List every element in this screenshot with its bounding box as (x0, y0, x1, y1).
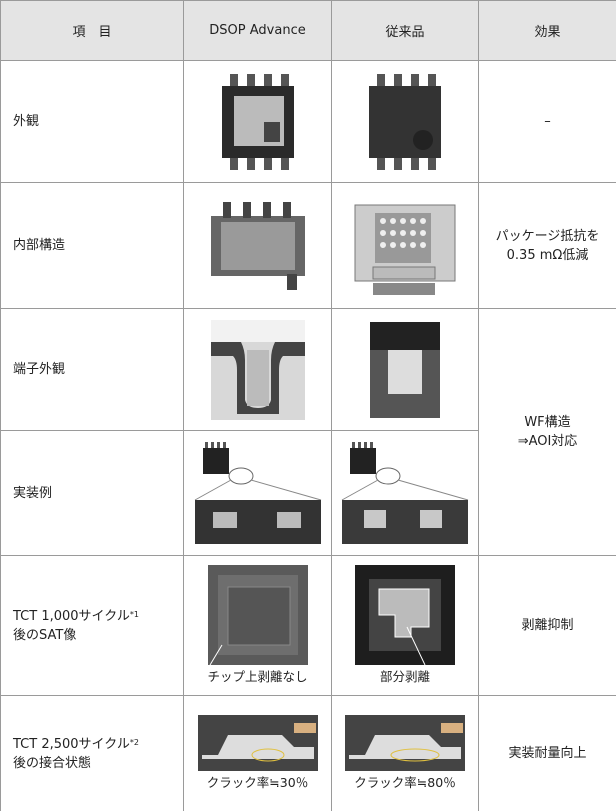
effect-cell: WF構造 ⇒AOI対応 (478, 308, 616, 556)
image-cell: 部分剥離 (331, 555, 479, 696)
caption: 部分剥離 (379, 669, 430, 684)
internal-photo (210, 201, 305, 290)
row: 内部構造 パッケージ抵抗を 0.35 mΩ低減 (0, 182, 616, 309)
sat-image (207, 565, 308, 665)
header-cell: 項 目 (0, 0, 184, 61)
item-cell: TCT 1,000サイクル*1 後のSAT像 (0, 555, 184, 696)
image-cell (331, 182, 479, 309)
row: 実装例 (0, 430, 616, 556)
item-cell: TCT 2,500サイクル*2 後の接合状態 (0, 695, 184, 811)
image-cell (183, 182, 332, 309)
item-text: TCT 2,500サイクル (13, 736, 130, 752)
internal-photo (354, 204, 456, 295)
item-text: TCT 1,000サイクル (13, 608, 130, 624)
item-cell: 外観 (0, 60, 184, 183)
item-text: 後の接合状態 (13, 755, 92, 771)
image-cell: クラック率≒80％ (331, 695, 479, 811)
terminal-photo (210, 319, 305, 420)
caption: クラック率≒30％ (206, 775, 309, 790)
row: 端子外観 WF構造 ⇒AOI対応 (0, 308, 616, 556)
effect-text: WF構造 (524, 415, 571, 430)
item-cell: 内部構造 (0, 182, 184, 309)
footnote-mark: *2 (129, 737, 139, 747)
row: 外観 – (0, 60, 616, 183)
header-row: 項 目 DSOP Advance 従来品 効果 (0, 0, 616, 61)
image-cell (331, 60, 479, 183)
effect-cell: 剥離抑制 (478, 555, 616, 696)
joint-image (197, 715, 318, 771)
item-text: 実装例 (13, 485, 53, 501)
item-text: 内部構造 (13, 238, 66, 253)
mount-photo (341, 442, 469, 544)
effect-cell: – (478, 60, 616, 183)
header-cell: 効果 (478, 0, 616, 61)
header-cell: DSOP Advance (183, 0, 332, 61)
item-cell: 実装例 (0, 430, 184, 556)
sat-image (355, 565, 455, 665)
image-cell (183, 308, 332, 431)
mount-photo (194, 442, 321, 544)
terminal-photo (370, 321, 440, 418)
item-text: 外観 (13, 114, 40, 129)
effect-text: 0.35 mΩ低減 (506, 247, 589, 263)
image-cell: クラック率≒30％ (183, 695, 332, 811)
image-cell: チップ上剥離なし (183, 555, 332, 696)
caption: クラック率≒80％ (354, 775, 456, 790)
image-cell (331, 308, 479, 431)
package-photo (369, 73, 441, 170)
footnote-mark: *1 (129, 609, 139, 619)
package-photo (221, 73, 294, 170)
row: TCT 1,000サイクル*1 後のSAT像 チップ上剥離なし 部分剥離 剥離抑制 (0, 555, 616, 696)
effect-text: 実装耐量向上 (508, 746, 587, 761)
effect-cell: パッケージ抵抗を 0.35 mΩ低減 (478, 182, 616, 309)
effect-text: ⇒AOI対応 (517, 434, 578, 449)
joint-image (345, 715, 465, 771)
effect-text: 剥離抑制 (521, 618, 574, 633)
header-cell: 従来品 (331, 0, 479, 61)
item-cell: 端子外観 (0, 308, 184, 431)
effect-text: – (544, 114, 551, 129)
row: TCT 2,500サイクル*2 後の接合状態 クラック率≒30％ クラック率≒80… (0, 695, 616, 811)
effect-cell: 実装耐量向上 (478, 695, 616, 811)
item-text: 後のSAT像 (13, 627, 77, 643)
image-cell (183, 60, 332, 183)
image-cell (183, 430, 332, 556)
image-cell (331, 430, 479, 556)
item-text: 端子外観 (13, 362, 66, 377)
effect-text: パッケージ抵抗を (495, 228, 600, 244)
caption: チップ上剥離なし (207, 669, 308, 684)
